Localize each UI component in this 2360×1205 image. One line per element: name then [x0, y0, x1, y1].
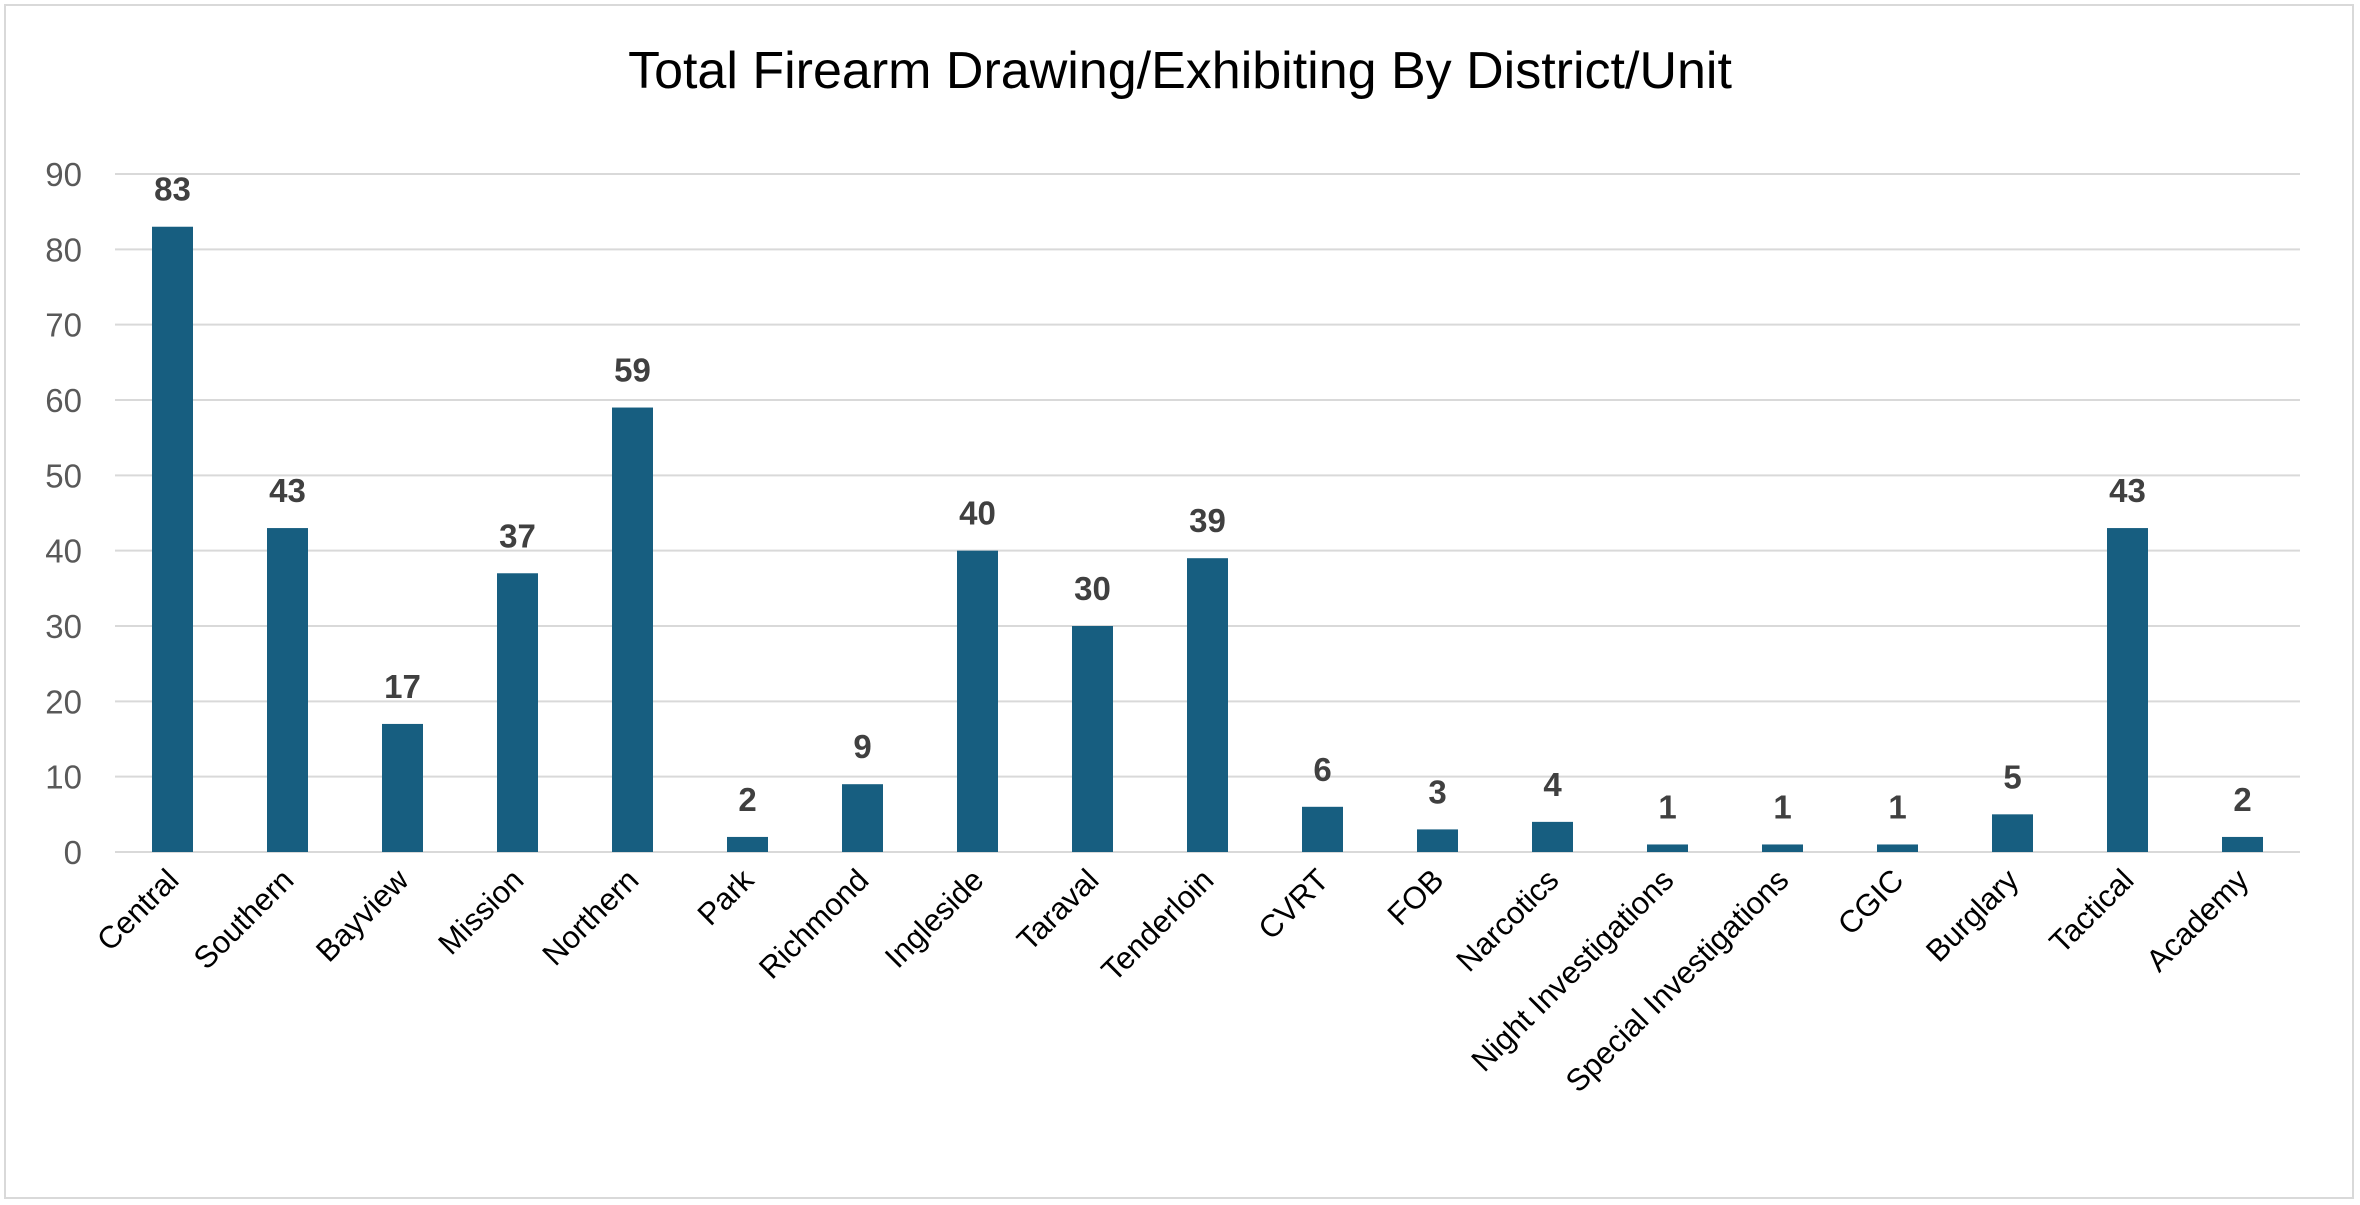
bar-burglary — [1992, 814, 2033, 852]
bar-northern — [612, 407, 653, 852]
bar-southern — [267, 528, 308, 852]
y-tick-label: 30 — [45, 608, 82, 645]
data-label: 6 — [1313, 751, 1331, 788]
x-tick-label: Mission — [431, 862, 530, 961]
x-tick-label: Southern — [187, 862, 301, 976]
y-tick-label: 0 — [64, 834, 82, 871]
bar-park — [727, 836, 768, 852]
x-tick-label: Special Investigations — [1559, 862, 1796, 1099]
bar-tactical — [2107, 528, 2148, 852]
x-tick-label: Narcotics — [1449, 862, 1565, 978]
bar-narcotics — [1532, 821, 1573, 852]
data-label: 1 — [1888, 788, 1906, 825]
y-tick-label: 80 — [45, 231, 82, 268]
x-tick-label: Tactical — [2043, 862, 2141, 960]
data-label: 59 — [614, 352, 651, 389]
data-label: 1 — [1773, 788, 1791, 825]
data-label: 3 — [1428, 773, 1446, 810]
x-tick-label: CVRT — [1251, 862, 1335, 946]
y-tick-label: 10 — [45, 759, 82, 796]
x-tick-label: Richmond — [752, 862, 875, 985]
bar-bayview — [382, 723, 423, 852]
x-tick-label: Central — [90, 862, 185, 957]
y-tick-label: 60 — [45, 382, 82, 419]
x-tick-label: FOB — [1381, 862, 1451, 932]
x-tick-label: Academy — [2139, 862, 2255, 978]
x-tick-label: Northern — [535, 862, 645, 972]
bar-central — [152, 226, 193, 852]
data-label: 39 — [1189, 502, 1226, 539]
data-label: 9 — [853, 728, 871, 765]
x-tick-label: Burglary — [1919, 862, 2026, 969]
x-tick-label: Park — [691, 862, 761, 932]
bar-mission — [497, 573, 538, 852]
data-label: 30 — [1074, 570, 1111, 607]
y-tick-label: 70 — [45, 307, 82, 344]
bar-cgic — [1877, 844, 1918, 852]
data-label: 5 — [2003, 758, 2021, 795]
data-label: 83 — [154, 171, 191, 208]
chart-frame — [4, 4, 2354, 1199]
x-tick-label: Ingleside — [878, 862, 990, 974]
data-label: 17 — [384, 668, 421, 705]
data-label: 43 — [269, 472, 306, 509]
data-label: 37 — [499, 517, 536, 554]
bar-academy — [2222, 836, 2263, 852]
bar-richmond — [842, 784, 883, 852]
y-tick-label: 90 — [45, 156, 82, 193]
bar-night-investigations — [1647, 844, 1688, 852]
data-label: 2 — [738, 781, 756, 818]
x-tick-label: Taraval — [1010, 862, 1105, 957]
data-label: 43 — [2109, 472, 2146, 509]
x-tick-label: Night Investigations — [1464, 862, 1680, 1078]
bar-tenderloin — [1187, 558, 1228, 852]
x-tick-label: Bayview — [309, 862, 416, 969]
data-label: 2 — [2233, 781, 2251, 818]
data-label: 40 — [959, 495, 996, 532]
bar-ingleside — [957, 550, 998, 852]
data-label: 1 — [1658, 788, 1676, 825]
bar-taraval — [1072, 626, 1113, 852]
x-tick-label: CGIC — [1831, 862, 1911, 942]
chart-title: Total Firearm Drawing/Exhibiting By Dist… — [628, 42, 1732, 100]
bar-cvrt — [1302, 806, 1343, 852]
y-tick-label: 20 — [45, 683, 82, 720]
y-tick-label: 50 — [45, 457, 82, 494]
x-tick-label: Tenderloin — [1095, 862, 1221, 988]
bar-fob — [1417, 829, 1458, 852]
y-tick-label: 40 — [45, 533, 82, 570]
data-label: 4 — [1543, 766, 1562, 803]
bar-special-investigations — [1762, 844, 1803, 852]
